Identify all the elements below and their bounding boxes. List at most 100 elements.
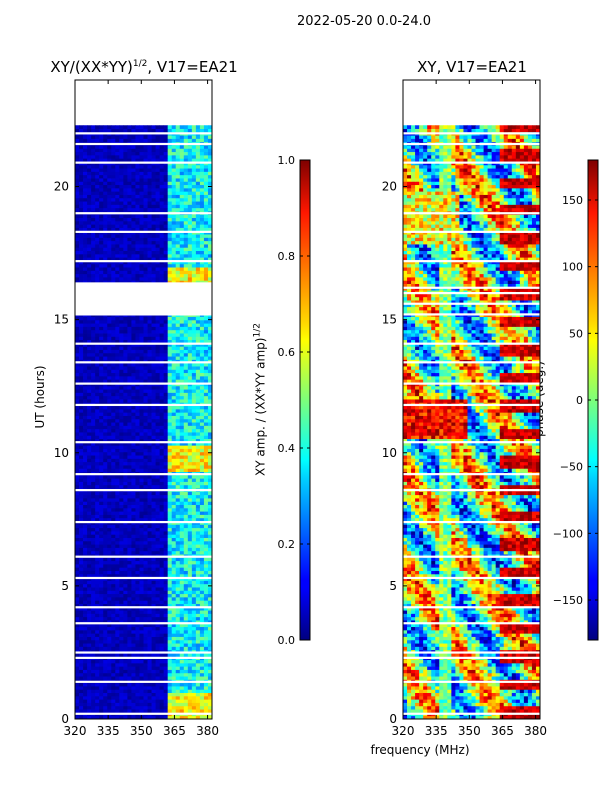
heatmap-cell — [123, 263, 128, 268]
heatmap-cell — [75, 418, 80, 423]
heatmap-cell — [159, 659, 165, 664]
heatmap-cell — [91, 666, 96, 670]
heatmap-cell — [191, 676, 197, 680]
heatmap-cell — [87, 514, 92, 519]
heatmap-cell — [179, 570, 185, 575]
heatmap-cell — [87, 385, 92, 390]
heatmap-cell — [143, 445, 148, 449]
heatmap-cell — [91, 590, 96, 595]
heatmap-cell — [199, 676, 205, 680]
heatmap-cell — [155, 352, 161, 357]
heatmap-cell — [179, 422, 185, 426]
heatmap-cell — [79, 633, 84, 637]
heatmap-cell — [119, 610, 124, 614]
heatmap-cell — [195, 362, 201, 367]
heatmap-cell — [83, 563, 88, 568]
heatmap-cell — [143, 590, 148, 595]
heatmap-cell — [111, 316, 116, 321]
heatmap-cell — [95, 583, 100, 588]
heatmap-cell — [207, 544, 213, 548]
heatmap-cell — [159, 385, 165, 390]
heatmap-cell — [155, 372, 161, 377]
heatmap-cell — [103, 329, 108, 334]
heatmap-cell — [183, 468, 189, 473]
heatmap-cell — [139, 342, 144, 347]
heatmap-cell — [207, 623, 213, 628]
heatmap-cell — [99, 399, 104, 403]
heatmap-cell — [131, 603, 136, 608]
heatmap-cell — [187, 260, 193, 265]
heatmap-cell — [87, 692, 92, 697]
heatmap-cell — [203, 524, 209, 529]
heatmap-cell — [99, 643, 104, 647]
heatmap-cell — [187, 399, 193, 403]
heatmap-cell — [199, 540, 205, 545]
heatmap-cell — [175, 610, 181, 614]
heatmap-cell — [119, 270, 124, 275]
heatmap-cell — [127, 610, 132, 614]
heatmap-cell — [199, 484, 205, 489]
heatmap-cell — [159, 702, 165, 707]
heatmap-cell — [175, 385, 181, 390]
heatmap-cell — [107, 372, 112, 377]
heatmap-cell — [115, 240, 120, 245]
heatmap-cell — [203, 534, 209, 538]
heatmap-cell — [79, 709, 84, 713]
heatmap-cell — [203, 610, 209, 614]
heatmap-cell — [119, 237, 124, 242]
heatmap-cell — [167, 643, 173, 647]
heatmap-cell — [147, 415, 152, 420]
heatmap-cell — [151, 593, 156, 598]
heatmap-cell — [175, 366, 181, 370]
heatmap-cell — [119, 346, 124, 350]
heatmap-cell — [195, 412, 201, 416]
heatmap-cell — [155, 530, 161, 535]
heatmap-cell — [179, 662, 185, 667]
heatmap-cell — [87, 544, 92, 548]
heatmap-cell — [191, 524, 197, 529]
heatmap-cell — [107, 537, 112, 542]
heatmap-cell — [91, 422, 96, 426]
heatmap-cell — [115, 336, 120, 341]
heatmap-cell — [123, 550, 128, 555]
heatmap-cell — [163, 395, 169, 400]
heatmap-cell — [191, 379, 197, 383]
heatmap-cell — [207, 336, 213, 341]
heatmap-cell — [155, 603, 161, 608]
heatmap-cell — [179, 498, 185, 502]
heatmap-cell — [115, 250, 120, 255]
heatmap-cell — [99, 705, 104, 710]
heatmap-cell — [127, 676, 132, 680]
heatmap-cell — [131, 270, 136, 275]
heatmap-cell — [139, 636, 144, 641]
heatmap-cell — [79, 329, 84, 334]
heatmap-cell — [143, 326, 148, 331]
heatmap-cell — [167, 610, 173, 614]
heatmap-cell — [95, 626, 100, 631]
heatmap-cell — [191, 369, 197, 374]
heatmap-cell — [107, 507, 112, 512]
heatmap-cell — [83, 534, 88, 538]
heatmap-cell — [103, 560, 108, 565]
heatmap-cell — [103, 623, 108, 628]
heatmap-cell — [207, 672, 213, 677]
heatmap-cell — [195, 455, 201, 459]
heatmap-cell — [195, 451, 201, 456]
heatmap-cell — [75, 573, 80, 578]
heatmap-cell — [135, 342, 140, 347]
heatmap-cell — [79, 511, 84, 515]
heatmap-cell — [91, 458, 96, 463]
heatmap-cell — [171, 237, 177, 242]
heatmap-cell — [171, 590, 177, 595]
heatmap-cell — [115, 253, 120, 258]
heatmap-cell — [203, 682, 209, 687]
heatmap-cell — [107, 336, 112, 341]
heatmap-cell — [167, 587, 173, 591]
heatmap-cell — [103, 530, 108, 535]
heatmap-cell — [163, 349, 169, 354]
heatmap-cell — [147, 339, 152, 344]
heatmap-cell — [143, 527, 148, 532]
heatmap-cell — [199, 352, 205, 357]
heatmap-cell — [179, 319, 185, 324]
heatmap-cell — [171, 659, 177, 664]
